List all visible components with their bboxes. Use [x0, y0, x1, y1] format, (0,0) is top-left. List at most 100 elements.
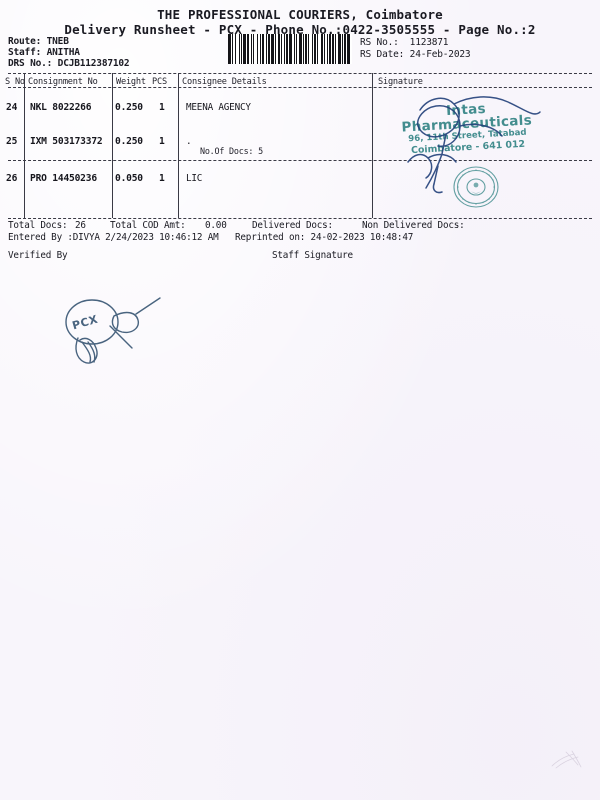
- column-header-pcs: PCS: [152, 77, 167, 87]
- barcode-bar: [228, 34, 231, 64]
- barcode-bar: [252, 34, 254, 64]
- barcode-bar: [335, 34, 337, 64]
- barcode-bar: [268, 34, 271, 64]
- barcode-bar: [294, 34, 296, 64]
- barcode-bar: [256, 34, 258, 64]
- stamp-address-line: 96, 11th Street, Tatabad: [408, 128, 527, 145]
- barcode-bar: [250, 34, 252, 64]
- barcode-bar: [320, 34, 323, 64]
- handwritten-signature: [407, 96, 541, 194]
- reprinted-on-text: Reprinted on: 24-02-2023 10:48:47: [235, 232, 414, 243]
- barcode-bar: [261, 34, 265, 64]
- cell-consignee: MEENA AGENCY: [186, 102, 251, 113]
- barcode-bar: [266, 34, 268, 64]
- barcode-bar: [346, 34, 350, 64]
- delivered-docs-label: Delivered Docs:: [252, 220, 333, 231]
- cell-weight: 0.250: [115, 136, 143, 147]
- barcode-bar: [338, 34, 341, 64]
- pcx-circle-glyph: [65, 297, 161, 364]
- rubber-stamp-intas: Intas Pharmaceuticals 96, 11th Street, T…: [391, 99, 544, 158]
- barcode-bar: [238, 34, 241, 64]
- barcode-bar: [314, 34, 317, 64]
- barcode-bar: [241, 34, 243, 64]
- barcode-bar: [234, 34, 236, 64]
- column-header-consignment: Consignment No: [28, 77, 98, 87]
- cell-consignee-docs-count: No.Of Docs: 5: [200, 146, 263, 156]
- column-header-weight: Weight: [116, 77, 146, 87]
- barcode-bar: [350, 34, 352, 64]
- cell-weight: 0.050: [115, 173, 143, 184]
- barcode-bar: [343, 34, 346, 64]
- table-bottom-rule: [8, 218, 592, 219]
- column-header-consignee: Consignee Details: [182, 77, 267, 87]
- barcode-bar: [271, 34, 274, 64]
- page-subtitle: Delivery Runsheet - PCX - Phone No.:0422…: [64, 22, 536, 37]
- staff-signature-label: Staff Signature: [272, 250, 353, 261]
- cell-consignee: LIC: [186, 173, 203, 184]
- barcode-bar: [243, 34, 247, 64]
- barcode-bar: [308, 34, 310, 64]
- entered-by-text: Entered By :DIVYA 2/24/2023 10:46:12 AM: [8, 232, 219, 243]
- drs-number-field: DRS No.: DCJB112387102: [8, 58, 130, 69]
- barcode-bar: [277, 34, 280, 64]
- barcode-bar: [274, 34, 276, 64]
- total-docs-value: 26: [75, 220, 86, 231]
- barcode-bar: [317, 34, 318, 64]
- barcode-bar: [312, 34, 314, 64]
- table-row-rule-25: [8, 160, 592, 161]
- cell-sno: 25: [6, 136, 18, 147]
- column-header-sno: S No: [5, 77, 25, 87]
- barcode-bar: [295, 34, 297, 64]
- total-cod-label: Total COD Amt:: [110, 220, 186, 231]
- stamp-company-name: Intas Pharmaceuticals: [401, 100, 533, 136]
- barcode-bar: [284, 34, 286, 64]
- barcode-bar: [341, 34, 343, 64]
- cell-pcs: 1: [159, 136, 165, 147]
- rs-number-field: RS No.: 1123871: [360, 37, 449, 48]
- col-rule-consignment: [112, 73, 113, 218]
- barcode-bar: [332, 34, 335, 64]
- barcode-bar: [326, 34, 328, 64]
- col-rule-pcs: [178, 73, 179, 218]
- cell-consignment: PRO 14450236: [30, 173, 97, 184]
- stamp-city-line: Coimbatore - 641 012: [410, 138, 526, 157]
- barcode-bar: [259, 34, 261, 64]
- barcode-bar: [231, 34, 233, 64]
- route-field: Route: TNEB: [8, 36, 69, 47]
- total-cod-value: 0.00: [205, 220, 227, 231]
- table-header-rule: [8, 87, 592, 88]
- barcode-bar: [323, 34, 325, 64]
- total-docs-label: Total Docs:: [8, 220, 68, 231]
- cell-pcs: 1: [159, 173, 165, 184]
- circular-seal-stamp: [453, 166, 499, 208]
- barcode-bar: [289, 34, 293, 64]
- table-top-rule: [8, 73, 592, 74]
- barcode-bar: [280, 34, 282, 64]
- col-rule-signature: [372, 73, 373, 218]
- verified-by-label: Verified By: [8, 250, 68, 261]
- page-title: THE PROFESSIONAL COURIERS, Coimbatore: [157, 7, 443, 22]
- cell-pcs: 1: [159, 102, 165, 113]
- cell-consignment: NKL 8022266: [30, 102, 92, 113]
- paper-smudge-mark: [551, 750, 582, 769]
- cell-consignment: IXM 503173372: [30, 136, 103, 147]
- pcx-mark-text: PCX: [70, 312, 100, 333]
- staff-field: Staff: ANITHA: [8, 47, 80, 58]
- barcode-bar: [247, 34, 250, 64]
- barcode-image: [228, 34, 352, 64]
- column-header-signature: Signature: [378, 77, 423, 87]
- barcode-bar: [302, 34, 304, 64]
- cell-consignee: .: [186, 136, 192, 147]
- barcode-bar: [304, 34, 307, 64]
- cell-sno: 26: [6, 173, 18, 184]
- cell-sno: 24: [6, 102, 18, 113]
- barcode-bar: [298, 34, 302, 64]
- rs-date-field: RS Date: 24-Feb-2023: [360, 49, 471, 60]
- cell-weight: 0.250: [115, 102, 143, 113]
- barcode-bar: [286, 34, 289, 64]
- barcode-bar: [328, 34, 332, 64]
- handwritten-pcx-mark: PCX: [48, 292, 168, 368]
- non-delivered-docs-label: Non Delivered Docs:: [362, 220, 465, 231]
